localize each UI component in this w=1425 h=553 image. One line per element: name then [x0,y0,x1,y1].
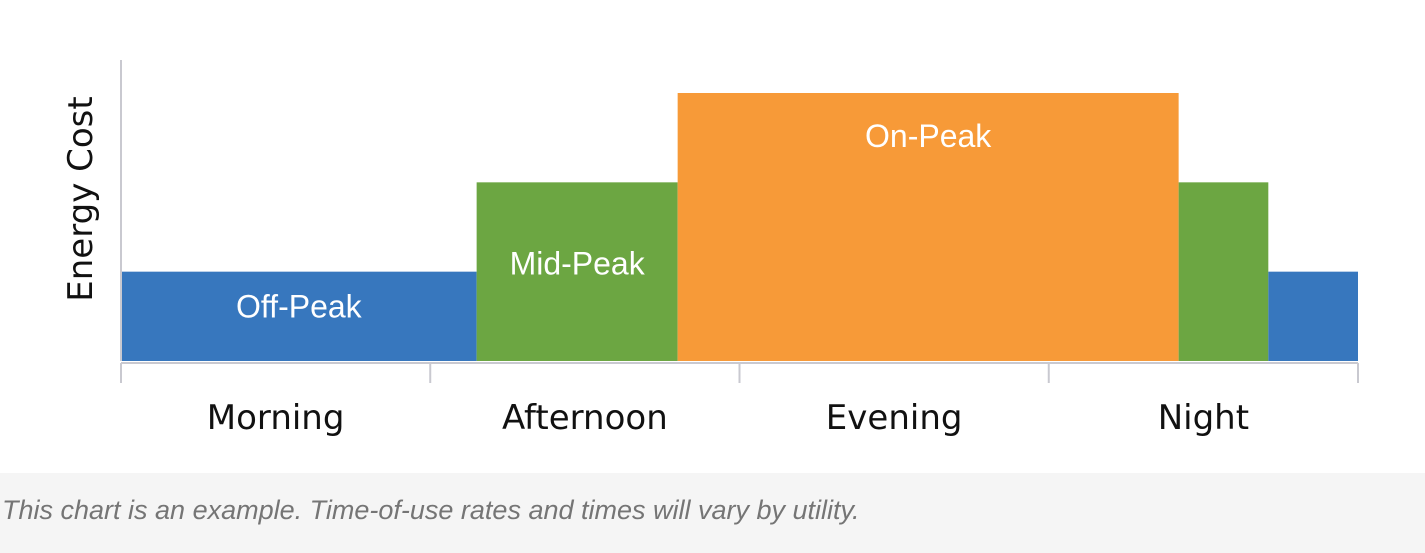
x-tick-label-afternoon: Afternoon [502,398,668,438]
segment-on-peak-2 [677,93,1179,361]
x-tick-label-evening: Evening [826,398,963,438]
segment-label-mid-peak: Mid-Peak [510,245,646,281]
caption-text: This chart is an example. Time-of-use ra… [2,495,860,525]
segment-label-on-peak: On-Peak [865,118,992,154]
y-axis-label: Energy Cost [61,96,101,301]
segment-mid-peak-1 [476,182,678,361]
x-tick-label-night: Night [1158,398,1249,438]
chart-caption: This chart is an example. Time-of-use ra… [0,473,1425,553]
x-tick-label-morning: Morning [207,398,345,438]
segment-label-off-peak: Off-Peak [236,289,363,325]
segment-off-peak-4 [1268,271,1358,361]
time-of-use-chart: Off-Peak Mid-Peak On-Peak Morning Afternoon E… [61,60,1359,438]
segment-off-peak-0 [121,271,477,361]
segment-mid-peak-3 [1178,182,1269,361]
chart-svg: Off-Peak Mid-Peak On-Peak Morning Afternoon E… [61,60,1359,438]
